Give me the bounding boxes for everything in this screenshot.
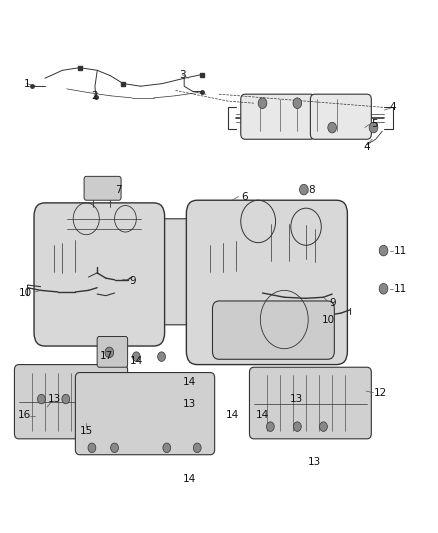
FancyBboxPatch shape (97, 336, 127, 367)
Text: 14: 14 (256, 410, 269, 420)
Text: 14: 14 (130, 356, 143, 366)
Text: 12: 12 (374, 387, 388, 398)
Circle shape (62, 394, 70, 404)
Circle shape (163, 443, 171, 453)
FancyBboxPatch shape (241, 94, 315, 139)
Circle shape (379, 284, 388, 294)
Circle shape (266, 422, 274, 431)
Circle shape (369, 122, 378, 133)
Text: 2: 2 (91, 91, 97, 101)
Circle shape (38, 394, 46, 404)
Text: 17: 17 (100, 351, 113, 361)
FancyBboxPatch shape (212, 301, 334, 359)
Circle shape (328, 122, 336, 133)
Circle shape (193, 443, 201, 453)
Text: 11: 11 (394, 246, 407, 256)
Text: 9: 9 (330, 297, 336, 308)
Text: 1: 1 (23, 78, 30, 88)
Text: 9: 9 (130, 276, 136, 286)
Text: 11: 11 (394, 284, 407, 294)
Text: 13: 13 (48, 394, 61, 404)
Circle shape (258, 98, 267, 109)
FancyBboxPatch shape (34, 203, 165, 346)
FancyBboxPatch shape (84, 176, 121, 200)
Circle shape (111, 443, 118, 453)
Text: 16: 16 (18, 410, 31, 420)
Text: 4: 4 (364, 142, 370, 152)
Text: 4: 4 (390, 102, 396, 112)
Text: 10: 10 (322, 314, 335, 325)
Circle shape (105, 347, 114, 358)
Circle shape (379, 245, 388, 256)
Circle shape (88, 443, 96, 453)
Circle shape (158, 352, 166, 361)
FancyBboxPatch shape (186, 200, 347, 365)
FancyBboxPatch shape (14, 365, 127, 439)
FancyBboxPatch shape (75, 373, 215, 455)
Text: 14: 14 (226, 410, 240, 420)
Text: 3: 3 (179, 70, 185, 79)
Circle shape (293, 98, 302, 109)
Text: 14: 14 (183, 377, 196, 387)
Text: 5: 5 (371, 119, 378, 130)
Text: 6: 6 (241, 191, 247, 201)
Circle shape (293, 422, 301, 431)
Circle shape (320, 422, 327, 431)
Text: 8: 8 (308, 184, 314, 195)
FancyBboxPatch shape (119, 219, 223, 325)
Circle shape (132, 352, 140, 361)
Text: 13: 13 (308, 457, 321, 466)
Text: 15: 15 (80, 426, 93, 436)
Text: 14: 14 (183, 474, 196, 483)
Text: 7: 7 (115, 184, 121, 195)
Text: 13: 13 (290, 394, 303, 404)
FancyBboxPatch shape (250, 367, 371, 439)
FancyBboxPatch shape (311, 94, 371, 139)
Circle shape (300, 184, 308, 195)
Text: 13: 13 (183, 399, 196, 409)
Text: 10: 10 (19, 288, 32, 298)
